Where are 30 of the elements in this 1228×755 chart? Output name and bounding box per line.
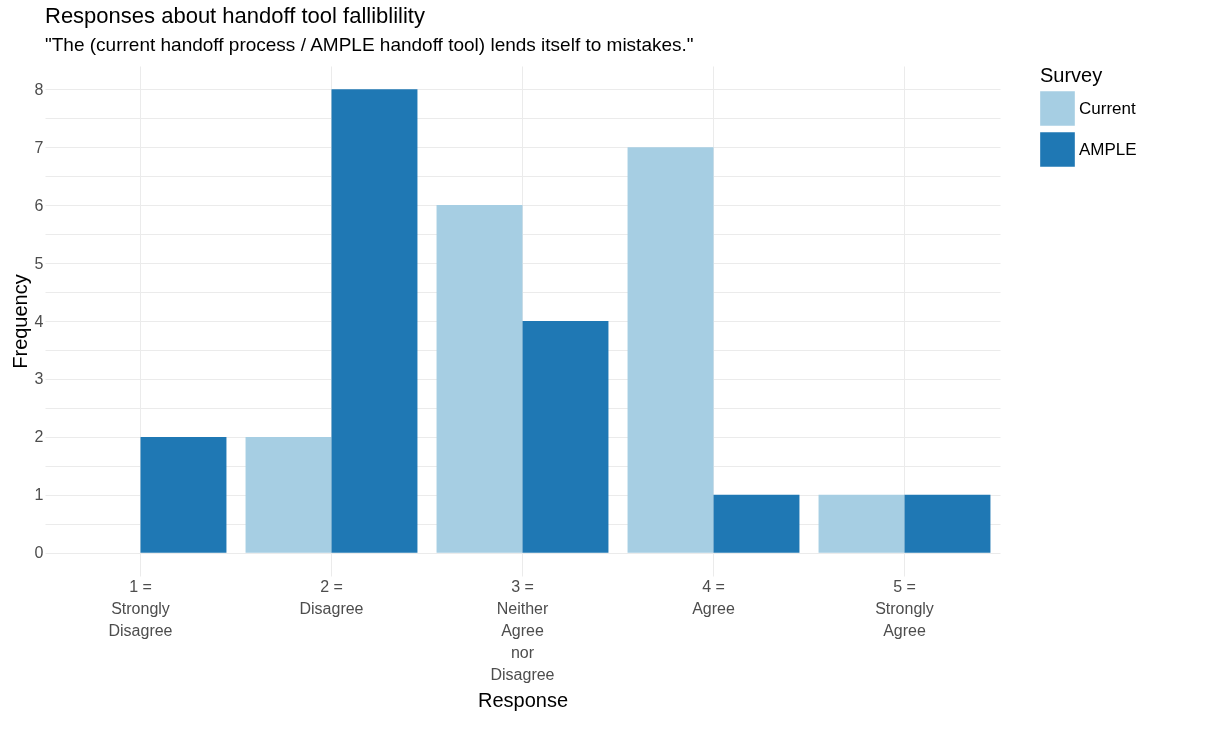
bar: [627, 147, 714, 553]
y-tick-label: 0: [34, 544, 44, 562]
bar: [904, 494, 991, 553]
legend-label: AMPLE: [1079, 139, 1137, 159]
y-tick-label: 6: [34, 196, 44, 214]
y-tick-label: 5: [34, 254, 44, 272]
y-tick-label: 7: [34, 138, 44, 156]
y-tick-label: 1: [34, 486, 44, 504]
bar: [140, 436, 227, 553]
y-tick-label: 2: [34, 428, 44, 446]
bar: [436, 205, 523, 553]
legend-title: Survey: [1040, 64, 1103, 86]
y-tick-label: 4: [34, 312, 44, 330]
chart-title: Responses about handoff tool falliblility: [45, 3, 425, 28]
chart-subtitle: "The (current handoff process / AMPLE handoff tool) lends itself to mistakes.": [45, 34, 694, 55]
y-tick-label: 3: [34, 370, 44, 388]
bar: [331, 89, 418, 553]
bar: [713, 494, 800, 553]
legend-label: Current: [1079, 98, 1136, 118]
x-tick-label: 1 = Strongly Disagree: [108, 577, 173, 639]
x-axis-title: Response: [477, 688, 569, 711]
bar: [818, 494, 905, 553]
y-tick-label: 8: [34, 80, 44, 98]
x-tick-label: 4 = Agree: [692, 577, 735, 617]
y-axis-title: Frequency: [8, 274, 31, 369]
x-tick-label: 2 = Disagree: [299, 577, 364, 617]
bar: [245, 436, 332, 553]
bar: [522, 321, 609, 553]
x-tick-label: 3 = Neither Agree nor Disagree: [490, 577, 555, 683]
x-tick-label: 5 = Strongly Agree: [875, 577, 934, 639]
